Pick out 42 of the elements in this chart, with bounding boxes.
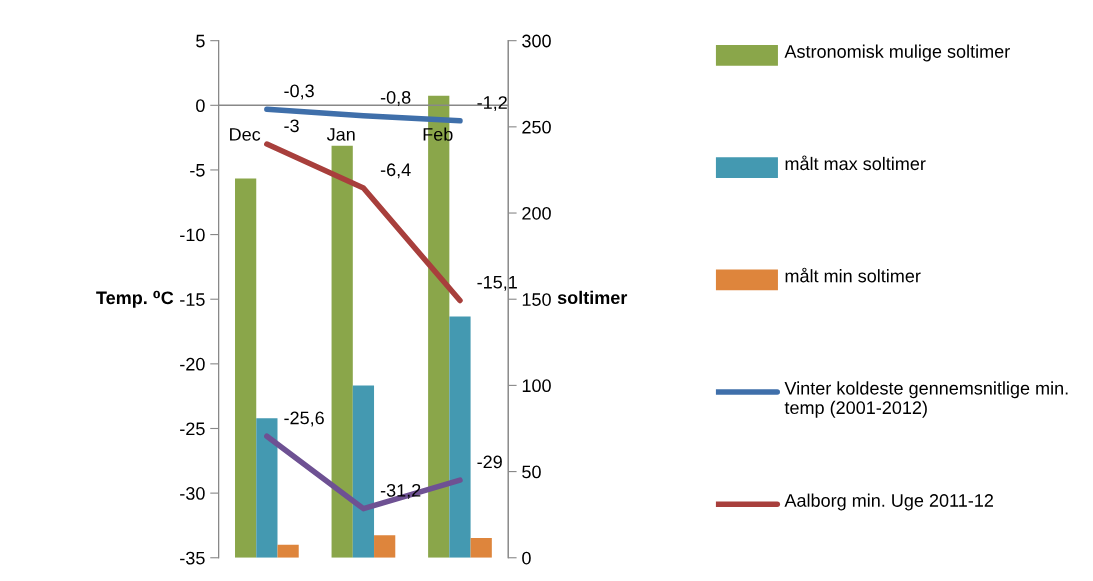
- data-label: -29: [477, 455, 502, 469]
- data-label: -15,1: [477, 276, 517, 291]
- legend-label: Aalborg min. Uge 2011-12: [784, 493, 993, 511]
- bar: [277, 544, 299, 558]
- y2-tick-label: 150: [522, 293, 551, 306]
- y2-tick-label: 200: [522, 206, 551, 220]
- legend-label: målt max soltimer: [785, 155, 926, 171]
- bar: [235, 178, 257, 558]
- y2-axis-title: soltimer: [557, 290, 628, 305]
- legend-label: målt min soltimer: [785, 267, 921, 283]
- data-label: -25,6: [284, 411, 324, 427]
- y-tick-label: -15: [180, 293, 205, 306]
- bar: [256, 418, 278, 558]
- bar: [470, 537, 492, 558]
- y-tick-label: -5: [190, 164, 205, 177]
- y2-tick-label: 50: [522, 465, 541, 479]
- y-tick-label: -10: [180, 228, 205, 242]
- bar: [352, 385, 375, 558]
- x-tick-label: Jan: [326, 128, 355, 141]
- y-tick-label: -20: [180, 357, 205, 371]
- data-label: -0,3: [284, 84, 314, 100]
- y2-tick-label: 250: [522, 120, 551, 134]
- x-tick-label: Dec: [230, 128, 261, 141]
- y2-tick-label: 100: [522, 379, 551, 393]
- bar: [374, 535, 396, 558]
- legend-label: Astronomisk mulige soltimer: [784, 44, 1010, 62]
- legend-label: Vinter koldeste gennemsnitlige min. temp (2001-2012): [784, 381, 1068, 418]
- data-label: -3: [284, 119, 299, 133]
- data-label: -6,4: [380, 163, 411, 179]
- data-label: -0,8: [380, 90, 411, 106]
- data-label: -1,2: [477, 96, 507, 112]
- data-label: -31,2: [380, 483, 421, 499]
- y2-tick-label: 0: [522, 551, 531, 565]
- y-tick-label: 5: [196, 34, 205, 48]
- bar: [449, 316, 471, 558]
- y2-tick-label: 300: [522, 34, 551, 48]
- y-tick-label: -25: [180, 422, 205, 436]
- bar: [331, 145, 353, 558]
- y-tick-label: 0: [196, 99, 205, 113]
- y-tick-label: -30: [180, 487, 205, 500]
- y-tick-label: -35: [180, 551, 205, 565]
- y-axis-title: Temp. ⁰C: [96, 290, 174, 308]
